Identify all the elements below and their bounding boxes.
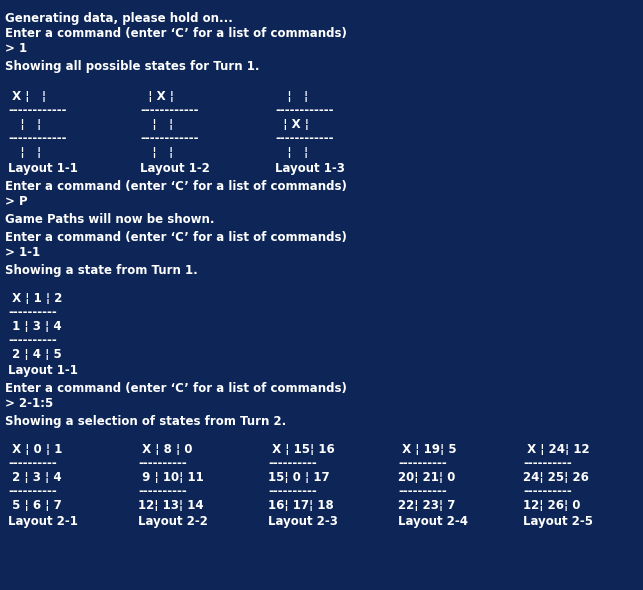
Text: ------------: ------------ xyxy=(275,132,334,145)
Text: ----------: ---------- xyxy=(268,457,317,470)
Text: 2 ¦ 3 ¦ 4: 2 ¦ 3 ¦ 4 xyxy=(8,471,62,484)
Text: 15¦ 0 ¦ 17: 15¦ 0 ¦ 17 xyxy=(268,471,330,484)
Text: Layout 1-1: Layout 1-1 xyxy=(8,162,78,175)
Text: > 1-1: > 1-1 xyxy=(5,246,40,259)
Text: X ¦ 0 ¦ 1: X ¦ 0 ¦ 1 xyxy=(8,443,62,456)
Text: 20¦ 21¦ 0: 20¦ 21¦ 0 xyxy=(398,471,460,484)
Text: 12¦ 13¦ 14: 12¦ 13¦ 14 xyxy=(138,499,204,512)
Text: Layout 2-4: Layout 2-4 xyxy=(398,515,468,528)
Text: ¦   ¦: ¦ ¦ xyxy=(8,118,50,131)
Text: ¦ X ¦: ¦ X ¦ xyxy=(275,118,317,131)
Text: X ¦ 8 ¦ 0: X ¦ 8 ¦ 0 xyxy=(138,443,192,456)
Text: ------------: ------------ xyxy=(8,104,66,117)
Text: ----------: ---------- xyxy=(523,485,572,498)
Text: Layout 2-2: Layout 2-2 xyxy=(138,515,208,528)
Text: Layout 2-5: Layout 2-5 xyxy=(523,515,593,528)
Text: ----------: ---------- xyxy=(8,457,57,470)
Text: ¦ X ¦: ¦ X ¦ xyxy=(140,90,182,103)
Text: ----------: ---------- xyxy=(138,457,186,470)
Text: X ¦ 15¦ 16: X ¦ 15¦ 16 xyxy=(268,443,335,456)
Text: Showing a state from Turn 1.: Showing a state from Turn 1. xyxy=(5,264,198,277)
Text: ----------: ---------- xyxy=(268,485,317,498)
Text: 16¦ 17¦ 18: 16¦ 17¦ 18 xyxy=(268,499,334,512)
Text: Generating data, please hold on...: Generating data, please hold on... xyxy=(5,12,233,25)
Text: ¦   ¦: ¦ ¦ xyxy=(8,146,50,159)
Text: Layout 1-1: Layout 1-1 xyxy=(8,364,78,377)
Text: ------------: ------------ xyxy=(140,132,199,145)
Text: ------------: ------------ xyxy=(275,104,334,117)
Text: Showing all possible states for Turn 1.: Showing all possible states for Turn 1. xyxy=(5,60,260,73)
Text: ----------: ---------- xyxy=(8,306,57,319)
Text: Showing a selection of states from Turn 2.: Showing a selection of states from Turn … xyxy=(5,415,286,428)
Text: ¦   ¦: ¦ ¦ xyxy=(275,90,316,103)
Text: > P: > P xyxy=(5,195,28,208)
Text: Enter a command (enter ‘C’ for a list of commands): Enter a command (enter ‘C’ for a list of… xyxy=(5,231,347,244)
Text: 2 ¦ 4 ¦ 5: 2 ¦ 4 ¦ 5 xyxy=(8,348,62,361)
Text: Enter a command (enter ‘C’ for a list of commands): Enter a command (enter ‘C’ for a list of… xyxy=(5,180,347,193)
Text: ------------: ------------ xyxy=(140,104,199,117)
Text: 5 ¦ 6 ¦ 7: 5 ¦ 6 ¦ 7 xyxy=(8,499,62,512)
Text: ------------: ------------ xyxy=(8,132,66,145)
Text: ¦   ¦: ¦ ¦ xyxy=(140,146,181,159)
Text: Game Paths will now be shown.: Game Paths will now be shown. xyxy=(5,213,215,226)
Text: X ¦ 19¦ 5: X ¦ 19¦ 5 xyxy=(398,443,461,456)
Text: X ¦ 1 ¦ 2: X ¦ 1 ¦ 2 xyxy=(8,292,62,305)
Text: 22¦ 23¦ 7: 22¦ 23¦ 7 xyxy=(398,499,460,512)
Text: Layout 1-3: Layout 1-3 xyxy=(275,162,345,175)
Text: 24¦ 25¦ 26: 24¦ 25¦ 26 xyxy=(523,471,589,484)
Text: ¦   ¦: ¦ ¦ xyxy=(140,118,181,131)
Text: 12¦ 26¦ 0: 12¦ 26¦ 0 xyxy=(523,499,584,512)
Text: ----------: ---------- xyxy=(8,334,57,347)
Text: ----------: ---------- xyxy=(523,457,572,470)
Text: X ¦   ¦: X ¦ ¦ xyxy=(8,90,55,103)
Text: > 2-1:5: > 2-1:5 xyxy=(5,397,53,410)
Text: > 1: > 1 xyxy=(5,42,27,55)
Text: Layout 2-3: Layout 2-3 xyxy=(268,515,338,528)
Text: 1 ¦ 3 ¦ 4: 1 ¦ 3 ¦ 4 xyxy=(8,320,62,333)
Text: Enter a command (enter ‘C’ for a list of commands): Enter a command (enter ‘C’ for a list of… xyxy=(5,27,347,40)
Text: ----------: ---------- xyxy=(398,457,447,470)
Text: ----------: ---------- xyxy=(398,485,447,498)
Text: X ¦ 24¦ 12: X ¦ 24¦ 12 xyxy=(523,443,590,456)
Text: ----------: ---------- xyxy=(138,485,186,498)
Text: Layout 1-2: Layout 1-2 xyxy=(140,162,210,175)
Text: 9 ¦ 10¦ 11: 9 ¦ 10¦ 11 xyxy=(138,471,204,484)
Text: ¦   ¦: ¦ ¦ xyxy=(275,146,316,159)
Text: ----------: ---------- xyxy=(8,485,57,498)
Text: Enter a command (enter ‘C’ for a list of commands): Enter a command (enter ‘C’ for a list of… xyxy=(5,382,347,395)
Text: Layout 2-1: Layout 2-1 xyxy=(8,515,78,528)
